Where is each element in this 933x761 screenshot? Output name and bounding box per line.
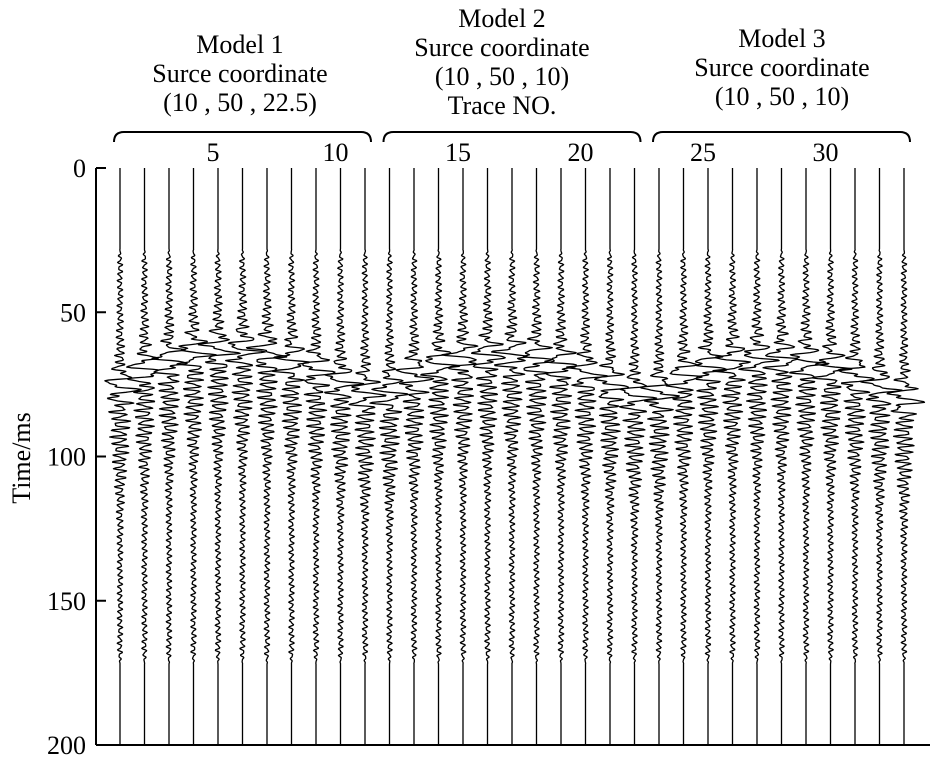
- trace-30: [811, 168, 853, 745]
- trace-2: [126, 168, 159, 745]
- trace-25: [694, 168, 728, 745]
- trace-20: [566, 168, 609, 745]
- trace-33: [886, 168, 926, 745]
- y-tick-label-0: 0: [73, 154, 86, 183]
- model-2-coord: (10 , 50 , 10): [434, 62, 570, 91]
- trace-14: [420, 168, 461, 745]
- model-1-header: Model 1 Surce coordinate (10 , 50 , 22.5…: [152, 30, 327, 117]
- trace-3: [151, 168, 188, 745]
- model-1-coord: (10 , 50 , 22.5): [163, 88, 317, 117]
- trace-13: [395, 168, 435, 745]
- trace-5: [197, 168, 241, 745]
- trace-18: [522, 168, 555, 745]
- y-tick-label-50: 50: [60, 298, 86, 327]
- model-1-title: Model 1: [196, 30, 284, 59]
- trace-26: [712, 168, 751, 745]
- trace-8: [272, 168, 310, 745]
- model-2-header: Model 2 Surce coordinate (10 , 50 , 10) …: [414, 4, 589, 120]
- trace-9: [302, 168, 336, 745]
- y-tick-label-100: 100: [47, 443, 86, 472]
- trace-29: [789, 168, 830, 745]
- x-tick-label-25: 25: [690, 138, 716, 167]
- trace-12: [369, 168, 409, 745]
- trace-11: [348, 168, 387, 745]
- x-tick-label-30: 30: [813, 138, 839, 167]
- x-tick-label-15: 15: [445, 138, 471, 167]
- group-bracket-1: [113, 131, 372, 143]
- trace-31: [837, 168, 875, 745]
- trace-22: [618, 168, 658, 745]
- trace-24: [665, 168, 703, 745]
- x-tick-label-10: 10: [323, 138, 349, 167]
- x-tick-label-5: 5: [207, 138, 220, 167]
- model-1-coord-label: Surce coordinate: [152, 59, 328, 88]
- model-2-coord-label: Surce coordinate: [414, 33, 590, 62]
- trace-27: [738, 168, 780, 745]
- y-tick-label-200: 200: [47, 731, 86, 760]
- group-bracket-2: [382, 131, 642, 143]
- trace-4: [176, 168, 217, 745]
- model-3-title: Model 3: [738, 24, 826, 53]
- trace-1: [104, 168, 142, 745]
- trace-16: [471, 168, 506, 745]
- trace-17: [490, 168, 528, 745]
- trace-23: [639, 168, 680, 745]
- x-tick-label-20: 20: [568, 138, 594, 167]
- trace-number-label: Trace NO.: [447, 91, 557, 120]
- trace-19: [544, 168, 577, 745]
- trace-6: [225, 168, 267, 745]
- model-3-coord: (10 , 50 , 10): [714, 82, 850, 111]
- trace-10: [324, 168, 365, 745]
- model-3-coord-label: Surce coordinate: [694, 53, 870, 82]
- trace-32: [859, 168, 903, 745]
- trace-21: [594, 168, 630, 745]
- y-tick-label-150: 150: [47, 587, 86, 616]
- trace-7: [245, 168, 288, 745]
- model-3-header: Model 3 Surce coordinate (10 , 50 , 10): [694, 24, 869, 111]
- trace-15: [441, 168, 479, 745]
- trace-28: [762, 168, 799, 745]
- model-2-title: Model 2: [458, 4, 546, 33]
- group-bracket-3: [652, 131, 911, 143]
